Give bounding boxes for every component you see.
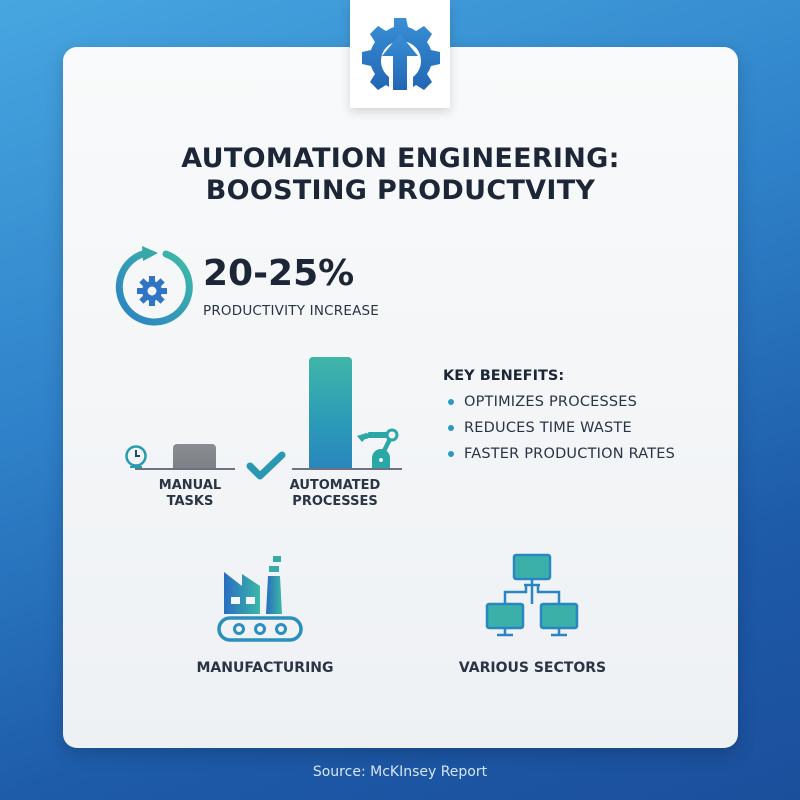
network-computers-icon: [485, 553, 579, 637]
bullet-icon: [448, 451, 454, 457]
header-icon-box: [350, 0, 450, 108]
productivity-stat-value: 20-25%: [203, 253, 355, 294]
robot-arm-icon: [357, 428, 399, 468]
clock-icon: [125, 445, 147, 468]
benefit-item: FASTER PRODUCTION RATES: [443, 441, 675, 467]
infographic-card: [63, 47, 738, 748]
source-citation: Source: McKInsey Report: [312, 764, 488, 780]
sector-various-label: VARIOUS SECTORS: [458, 660, 607, 676]
gear-arrow-up-icon: [362, 18, 440, 90]
key-benefits-list: KEY BENEFITS: OPTIMIZES PROCESSES REDUCE…: [443, 368, 675, 467]
productivity-stat-label: PRODUCTIVITY INCREASE: [203, 303, 380, 319]
automated-baseline: [292, 468, 402, 470]
bullet-icon: [448, 425, 454, 431]
benefit-item: REDUCES TIME WASTE: [443, 415, 675, 441]
productivity-stat-icon: [110, 244, 196, 334]
automated-processes-bar: [309, 357, 352, 468]
factory-icon: [217, 556, 303, 642]
title-line-1: AUTOMATION ENGINEERING:: [181, 143, 620, 174]
benefit-item: OPTIMIZES PROCESSES: [443, 389, 675, 415]
sector-manufacturing-label: MANUFACTURING: [196, 660, 334, 676]
automated-processes-label: AUTOMATED PROCESSES: [289, 478, 381, 509]
key-benefits-title: KEY BENEFITS:: [443, 368, 565, 384]
bullet-icon: [448, 399, 454, 405]
checkmark-icon: [246, 451, 286, 480]
gear-cycle-icon: [115, 246, 193, 326]
title-line-2: BOOSTING PRODUCTVITY: [205, 175, 596, 206]
manual-tasks-bar: [173, 444, 216, 468]
manual-tasks-label: MANUAL TASKS: [158, 478, 222, 509]
manual-baseline: [135, 468, 235, 470]
